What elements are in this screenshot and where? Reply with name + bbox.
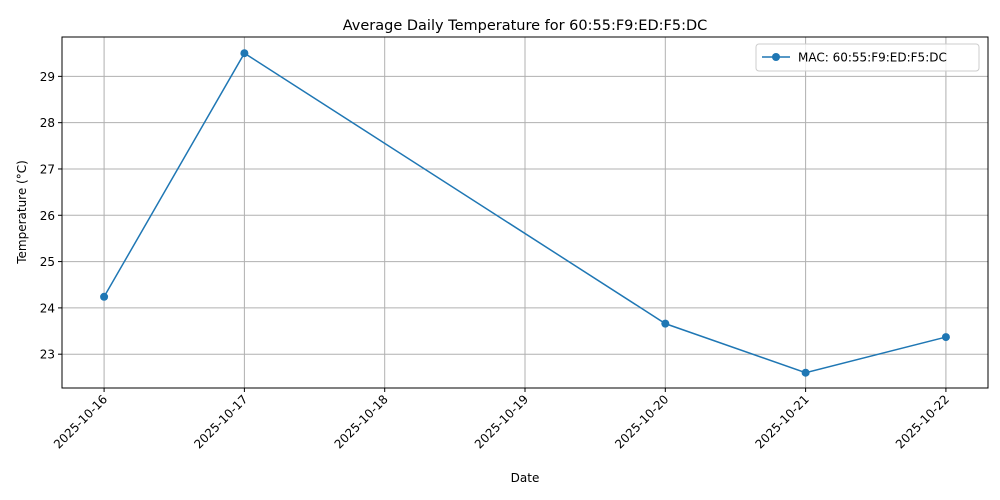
y-tick-label: 28 [40, 116, 55, 130]
x-axis-label: Date [511, 471, 540, 485]
y-tick-label: 25 [40, 255, 55, 269]
data-point [661, 319, 670, 328]
legend-marker-swatch [772, 53, 780, 61]
y-tick-label: 24 [40, 301, 55, 315]
y-tick-label: 23 [40, 348, 55, 362]
series [100, 49, 950, 377]
data-point [240, 49, 249, 58]
data-point [941, 333, 950, 342]
y-axis-label: Temperature (°C) [15, 160, 29, 265]
grid [62, 37, 988, 388]
y-tick-label: 26 [40, 209, 55, 223]
data-point [100, 292, 109, 301]
legend-entry-label: MAC: 60:55:F9:ED:F5:DC [798, 51, 947, 65]
y-tick-label: 29 [40, 70, 55, 84]
chart-title: Average Daily Temperature for 60:55:F9:E… [343, 18, 708, 34]
legend-box [755, 43, 980, 72]
legend: MAC: 60:55:F9:ED:F5:DC [755, 43, 980, 72]
data-point [801, 368, 810, 377]
y-tick-label: 27 [40, 162, 55, 176]
